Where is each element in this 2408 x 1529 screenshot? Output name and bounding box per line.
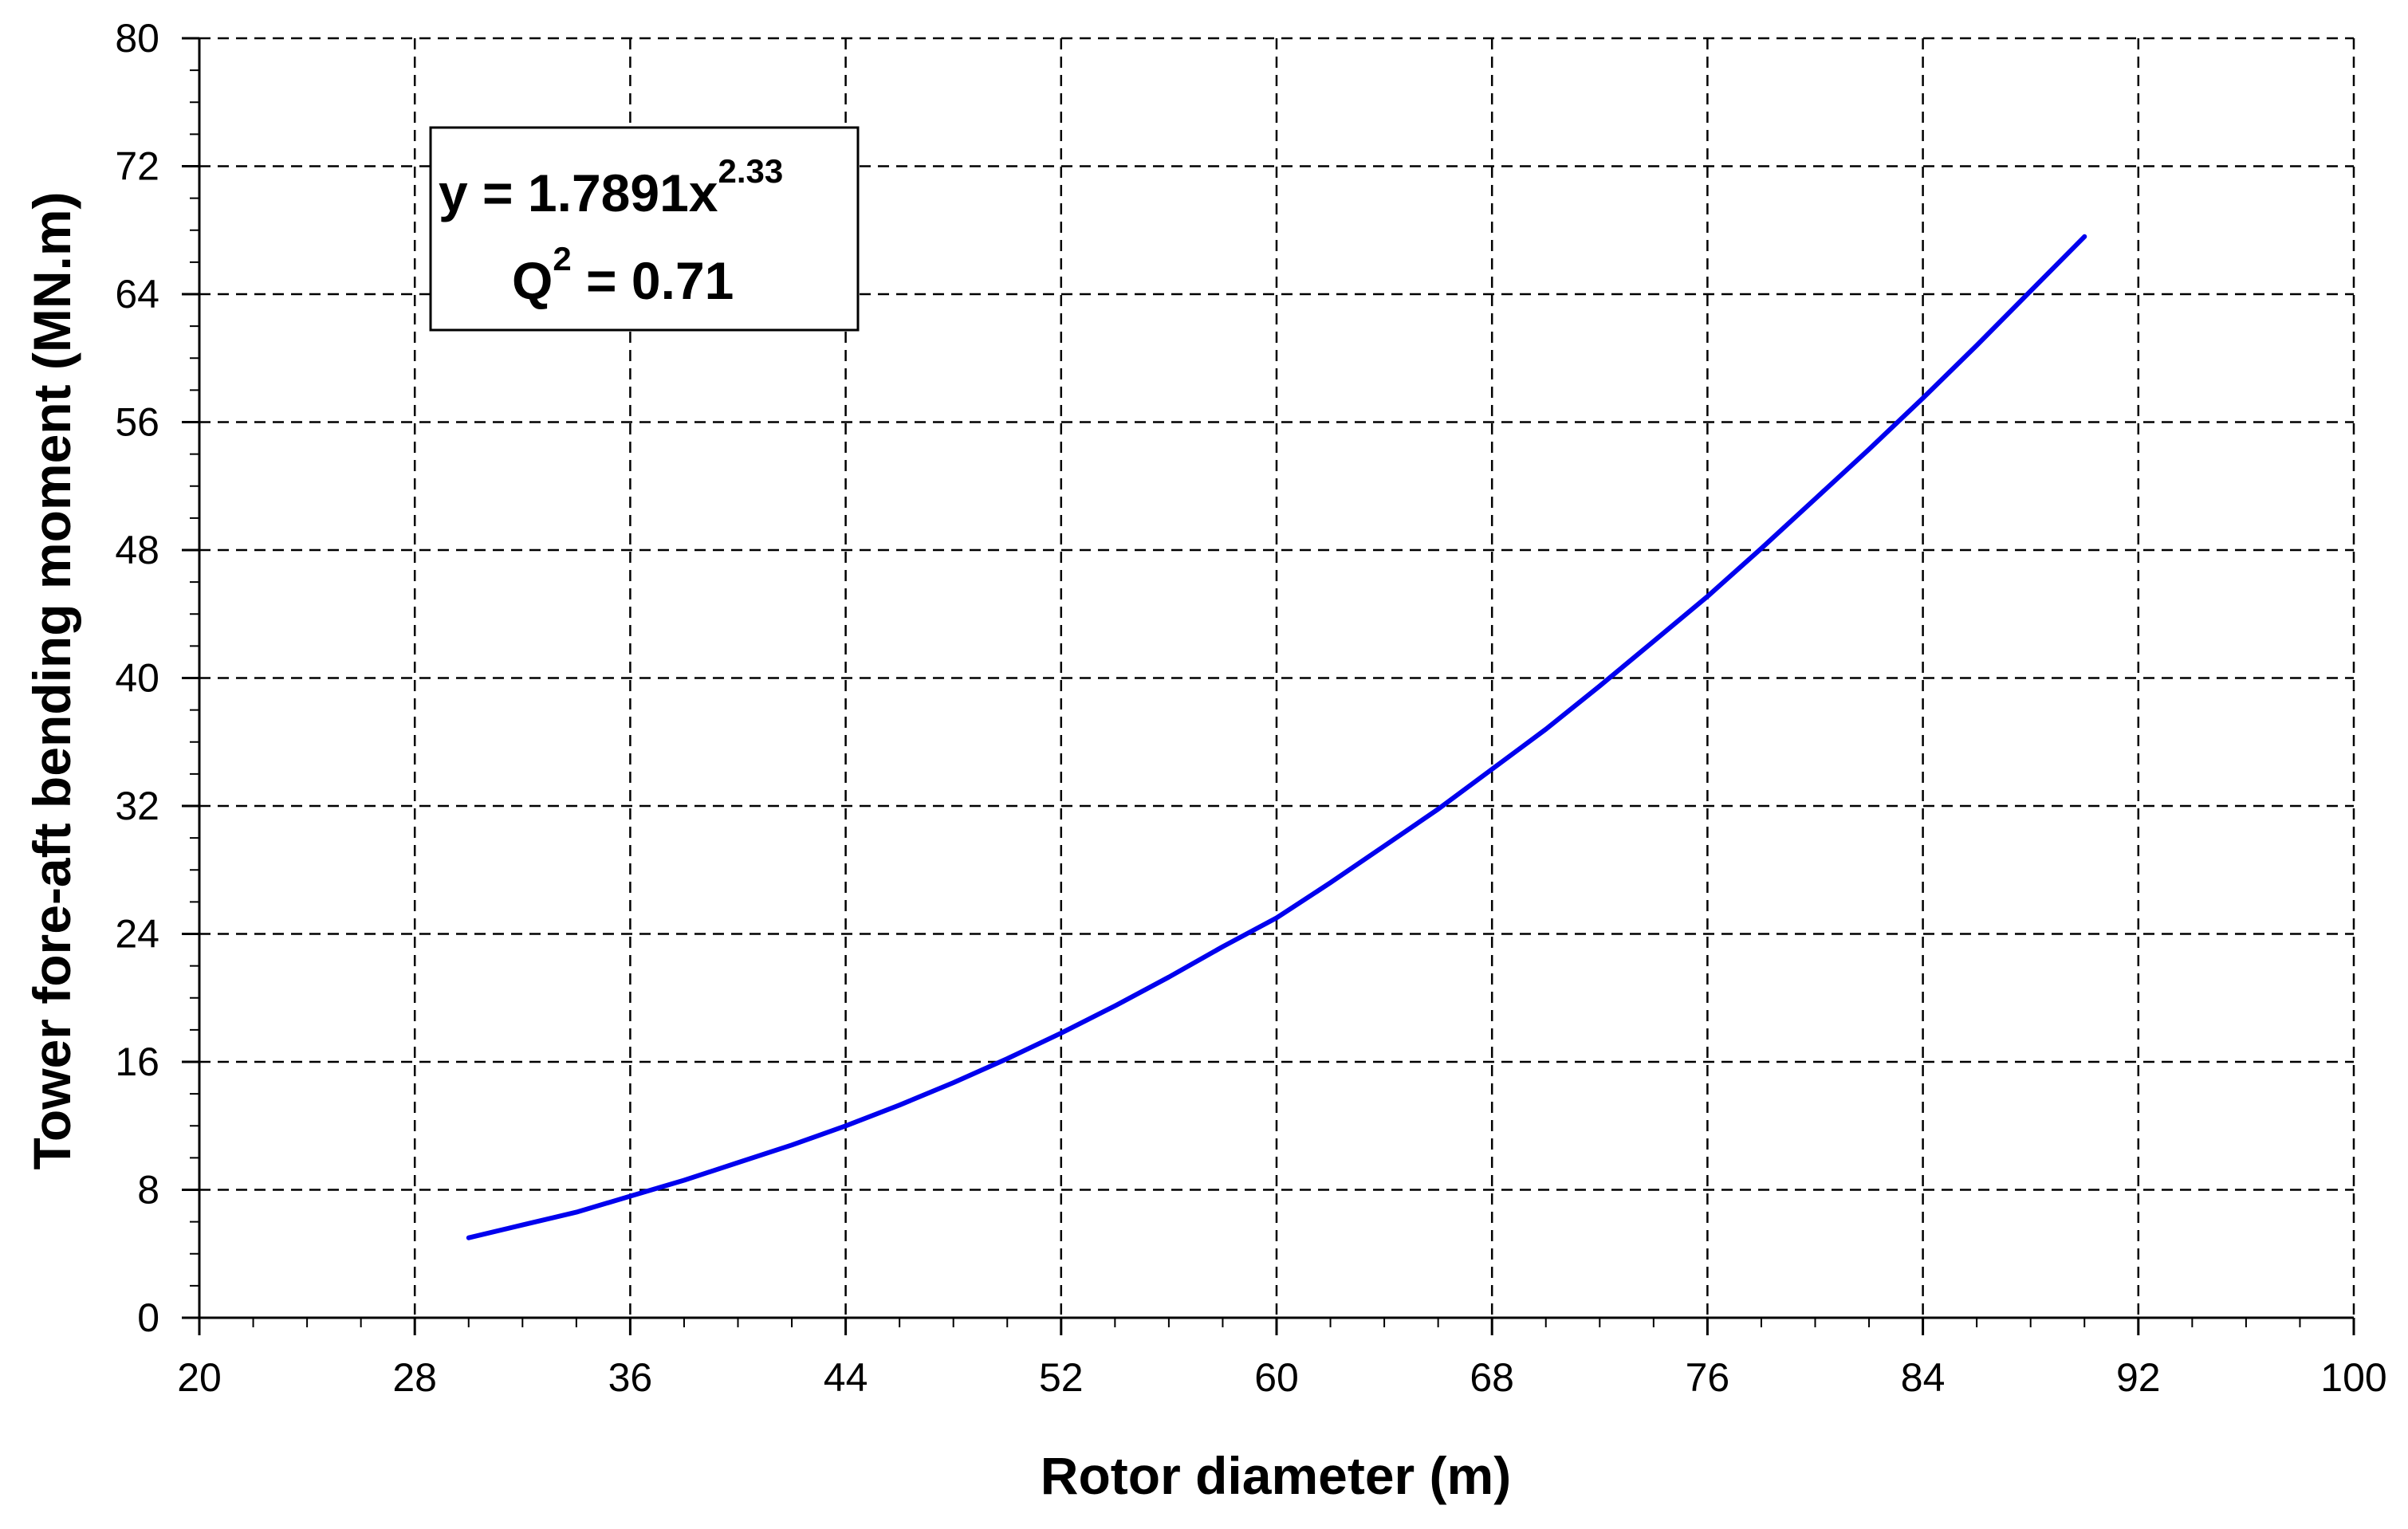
x-tick-labels: 20 28 36 44 52 60 68 76 84 92 100 <box>177 1355 2387 1400</box>
y-tick-label: 56 <box>115 400 159 445</box>
major-ticks <box>182 37 2355 1335</box>
axes <box>198 38 2354 1319</box>
equation-line: y = 1.7891x2.33 <box>439 152 783 222</box>
x-tick-label: 84 <box>1901 1355 1946 1400</box>
y-tick-label: 40 <box>115 656 159 701</box>
y-tick-label: 80 <box>115 16 159 61</box>
series <box>466 234 2087 1240</box>
equation-box: y = 1.7891x2.33 Q2 = 0.71 <box>429 126 860 332</box>
x-tick-label: 36 <box>608 1355 653 1400</box>
y-axis-title: Tower fore-aft bending moment (MN.m) <box>22 191 81 1169</box>
x-tick-label: 20 <box>177 1355 222 1400</box>
y-tick-label: 8 <box>137 1168 159 1213</box>
y-tick-label: 48 <box>115 528 159 572</box>
x-tick-label: 92 <box>2116 1355 2161 1400</box>
y-tick-label: 0 <box>137 1295 159 1340</box>
equation-box-frame <box>429 126 860 332</box>
q-base: Q <box>512 251 553 310</box>
y-tick-label: 64 <box>115 272 159 316</box>
series-line <box>466 234 2087 1240</box>
x-tick-label: 76 <box>1686 1355 1730 1400</box>
x-tick-label: 52 <box>1039 1355 1084 1400</box>
q-squared-line: Q2 = 0.71 <box>512 240 734 310</box>
y-tick-labels: 0 8 16 24 32 40 48 56 64 72 80 <box>115 16 159 1340</box>
x-tick-label: 28 <box>392 1355 437 1400</box>
equation-prefix: y = 1.7891x <box>439 163 718 222</box>
y-tick-label: 24 <box>115 912 159 957</box>
x-tick-label: 44 <box>824 1355 868 1400</box>
x-tick-label: 100 <box>2320 1355 2386 1400</box>
x-tick-label: 60 <box>1254 1355 1299 1400</box>
x-tick-label: 68 <box>1470 1355 1514 1400</box>
y-tick-label: 16 <box>115 1040 159 1084</box>
equation-exponent: 2.33 <box>718 152 784 190</box>
y-tick-label: 32 <box>115 784 159 828</box>
q-exponent: 2 <box>553 240 571 277</box>
y-tick-label: 72 <box>115 144 159 189</box>
q-value: = 0.71 <box>572 251 734 310</box>
x-axis-title: Rotor diameter (m) <box>1041 1446 1511 1505</box>
